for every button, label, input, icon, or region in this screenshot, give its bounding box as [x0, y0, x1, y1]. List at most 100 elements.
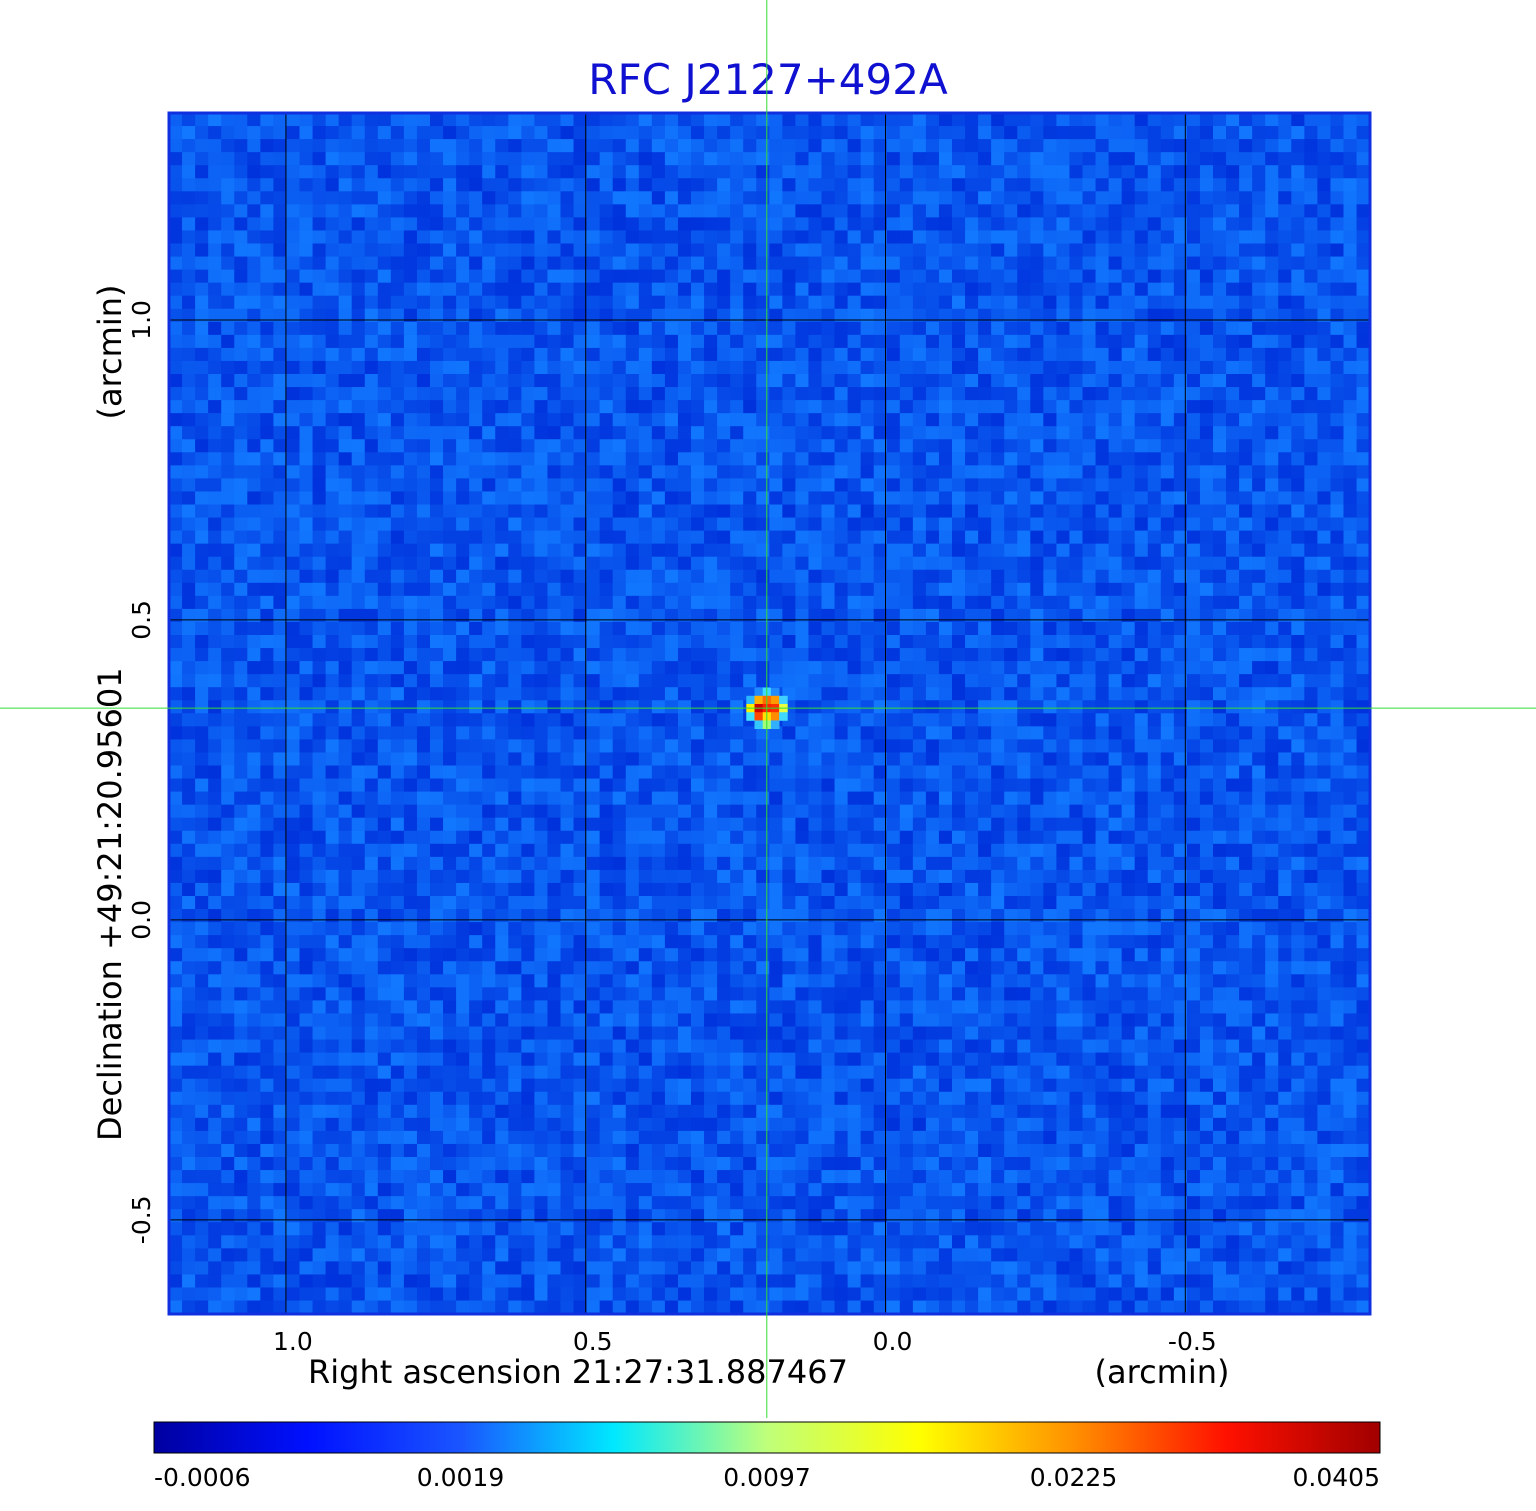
heatmap-cell	[1069, 569, 1084, 584]
heatmap-cell	[1239, 778, 1253, 793]
heatmap-cell	[638, 256, 653, 271]
heatmap-cell	[1291, 608, 1305, 623]
heatmap-cell	[1239, 387, 1253, 401]
heatmap-cell	[586, 308, 601, 323]
heatmap-cell	[169, 543, 183, 558]
heatmap-cell	[1356, 661, 1370, 675]
heatmap-cell	[1017, 556, 1031, 571]
heatmap-cell	[912, 700, 927, 714]
heatmap-cell	[782, 295, 796, 310]
heatmap-cell	[677, 478, 692, 493]
heatmap-cell	[1199, 504, 1214, 519]
heatmap-cell	[586, 621, 601, 636]
heatmap-cell	[1265, 347, 1279, 362]
heatmap-cell	[1121, 674, 1136, 688]
heatmap-cell	[612, 282, 627, 297]
heatmap-cell	[1134, 165, 1149, 179]
heatmap-cell	[808, 321, 823, 336]
heatmap-cell	[912, 582, 927, 597]
heatmap-cell	[534, 295, 549, 310]
heatmap-cell	[182, 661, 196, 675]
heatmap-cell	[1160, 739, 1175, 754]
heatmap-cell	[547, 661, 562, 675]
heatmap-cell	[1108, 126, 1123, 140]
heatmap-cell	[691, 217, 705, 232]
heatmap-cell	[1278, 204, 1292, 218]
heatmap-cell	[482, 165, 496, 179]
heatmap-cell	[469, 217, 483, 232]
heatmap-cell	[443, 321, 457, 336]
heatmap-cell	[1095, 674, 1110, 688]
heatmap-cell	[1343, 360, 1358, 375]
heatmap-cell	[586, 595, 601, 610]
heatmap-cell	[808, 530, 823, 545]
heatmap-cell	[182, 374, 196, 388]
heatmap-cell	[416, 661, 431, 675]
heatmap-cell	[1043, 595, 1057, 610]
heatmap-cell	[1199, 569, 1214, 584]
heatmap-cell	[1095, 243, 1110, 258]
heatmap-cell	[221, 687, 235, 701]
heatmap-cell	[1095, 256, 1110, 271]
heatmap-cell	[730, 139, 744, 153]
heatmap-cell	[443, 374, 457, 388]
heatmap-cell	[286, 556, 301, 571]
heatmap-cell	[469, 360, 483, 375]
heatmap-cell	[808, 178, 823, 192]
heatmap-cell	[925, 165, 940, 179]
heatmap-cell	[443, 752, 457, 767]
heatmap-cell	[1356, 569, 1370, 584]
heatmap-cell	[938, 191, 953, 205]
heatmap-cell	[1160, 713, 1175, 727]
heatmap-cell	[808, 113, 823, 127]
heatmap-cell	[952, 726, 966, 740]
heatmap-cell	[299, 178, 314, 192]
heatmap-cell	[834, 726, 849, 740]
heatmap-cell	[795, 282, 810, 297]
heatmap-cell	[1317, 178, 1332, 192]
heatmap-cell	[495, 256, 509, 271]
heatmap-cell	[1004, 295, 1018, 310]
heatmap-cell	[469, 452, 483, 466]
heatmap-cell	[1108, 152, 1123, 166]
heatmap-cell	[1082, 400, 1097, 414]
heatmap-cell	[899, 517, 914, 532]
heatmap-cell	[1160, 400, 1175, 414]
heatmap-cell	[1213, 687, 1227, 701]
heatmap-cell	[769, 439, 783, 453]
heatmap-cell	[586, 204, 601, 218]
heatmap-cell	[873, 152, 888, 166]
heatmap-cell	[769, 530, 783, 545]
heatmap-cell	[912, 478, 927, 493]
heatmap-cell	[1147, 243, 1162, 258]
heatmap-cell	[416, 178, 431, 192]
heatmap-cell	[234, 230, 248, 245]
heatmap-cell	[1186, 465, 1201, 479]
heatmap-cell	[978, 269, 992, 284]
heatmap-cell	[1278, 243, 1292, 258]
heatmap-cell	[195, 282, 209, 297]
heatmap-cell	[390, 191, 405, 205]
heatmap-cell	[704, 504, 718, 519]
heatmap-cell	[886, 178, 901, 192]
heatmap-cell	[1121, 765, 1136, 780]
heatmap-cell	[1056, 269, 1071, 284]
heatmap-cell	[1330, 504, 1345, 519]
heatmap-cell	[651, 360, 666, 375]
heatmap-cell	[560, 595, 575, 610]
heatmap-cell	[965, 765, 979, 780]
heatmap-cell	[769, 334, 783, 349]
heatmap-cell	[743, 282, 757, 297]
heatmap-cell	[430, 282, 444, 297]
heatmap-cell	[1082, 595, 1097, 610]
heatmap-cell	[443, 804, 457, 819]
heatmap-cell	[547, 321, 562, 336]
heatmap-cell	[325, 334, 340, 349]
heatmap-cell	[1004, 256, 1018, 271]
heatmap-cell	[234, 582, 248, 597]
heatmap-cell	[886, 700, 901, 714]
heatmap-cell	[1317, 308, 1332, 323]
heatmap-cell	[912, 778, 927, 793]
heatmap-cell	[1186, 243, 1201, 258]
heatmap-cell	[1108, 687, 1123, 701]
